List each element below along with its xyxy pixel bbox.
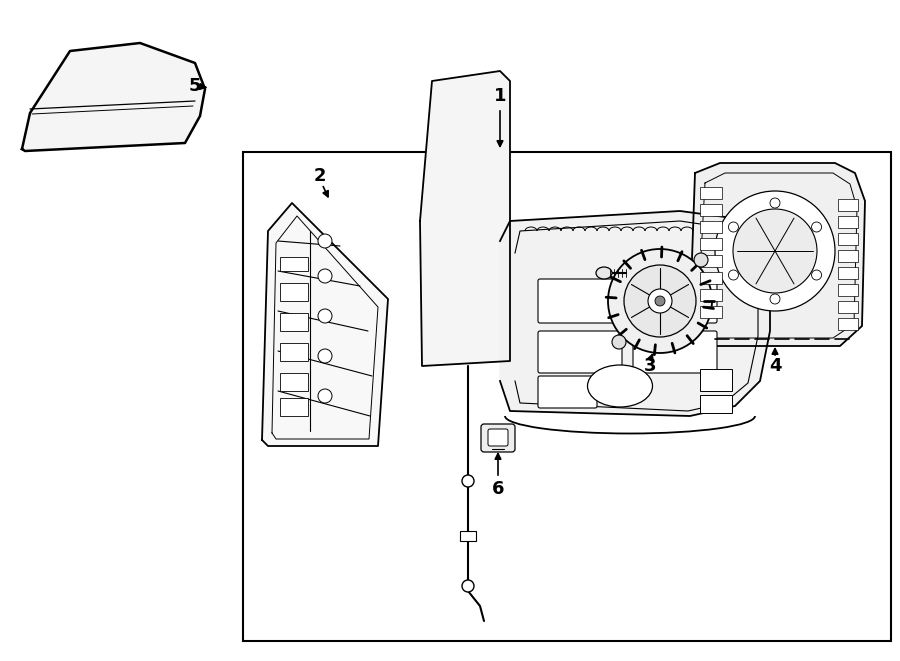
Bar <box>700 221 722 233</box>
FancyBboxPatch shape <box>481 424 515 452</box>
Polygon shape <box>420 71 510 366</box>
Circle shape <box>612 335 626 349</box>
Ellipse shape <box>596 267 612 279</box>
Bar <box>838 199 858 211</box>
Circle shape <box>462 580 474 592</box>
Circle shape <box>715 191 835 311</box>
Bar <box>280 313 308 331</box>
Bar <box>838 250 858 262</box>
Bar <box>280 398 308 416</box>
Bar <box>700 255 722 267</box>
Bar <box>700 395 732 413</box>
Circle shape <box>770 198 780 208</box>
Circle shape <box>318 349 332 363</box>
Bar <box>280 257 308 271</box>
Bar <box>838 284 858 296</box>
FancyBboxPatch shape <box>488 429 508 446</box>
FancyBboxPatch shape <box>538 279 622 323</box>
Circle shape <box>694 253 708 267</box>
Bar <box>700 272 722 284</box>
Circle shape <box>812 270 822 280</box>
FancyBboxPatch shape <box>633 331 717 373</box>
Circle shape <box>728 270 738 280</box>
Bar <box>838 267 858 279</box>
Bar <box>280 283 308 301</box>
Ellipse shape <box>588 365 652 407</box>
Circle shape <box>812 222 822 232</box>
Bar <box>838 318 858 330</box>
Circle shape <box>318 309 332 323</box>
Bar <box>700 187 722 199</box>
Text: 6: 6 <box>491 480 504 498</box>
Bar <box>700 289 722 301</box>
Circle shape <box>770 294 780 304</box>
Circle shape <box>648 289 672 313</box>
FancyBboxPatch shape <box>633 279 717 323</box>
Bar <box>243 152 891 641</box>
Circle shape <box>728 222 738 232</box>
Text: 1: 1 <box>494 87 506 105</box>
Polygon shape <box>22 43 205 151</box>
Bar <box>700 238 722 250</box>
Bar <box>460 531 476 541</box>
Circle shape <box>608 249 712 353</box>
Bar <box>838 233 858 245</box>
Bar <box>280 343 308 361</box>
Bar <box>838 216 858 228</box>
Circle shape <box>318 234 332 248</box>
Polygon shape <box>500 211 770 416</box>
Text: 2: 2 <box>314 167 326 185</box>
Polygon shape <box>262 203 388 446</box>
Text: 5: 5 <box>189 77 202 95</box>
Circle shape <box>733 209 817 293</box>
FancyBboxPatch shape <box>538 376 597 408</box>
Bar <box>700 306 722 318</box>
Circle shape <box>655 296 665 306</box>
Polygon shape <box>690 163 865 346</box>
Text: 3: 3 <box>644 357 656 375</box>
Circle shape <box>624 265 696 337</box>
FancyBboxPatch shape <box>538 331 622 373</box>
Text: 4: 4 <box>769 357 781 375</box>
Circle shape <box>462 475 474 487</box>
Circle shape <box>318 389 332 403</box>
Bar <box>700 369 732 391</box>
Bar <box>280 373 308 391</box>
Bar <box>838 301 858 313</box>
Circle shape <box>318 269 332 283</box>
Bar <box>700 204 722 216</box>
